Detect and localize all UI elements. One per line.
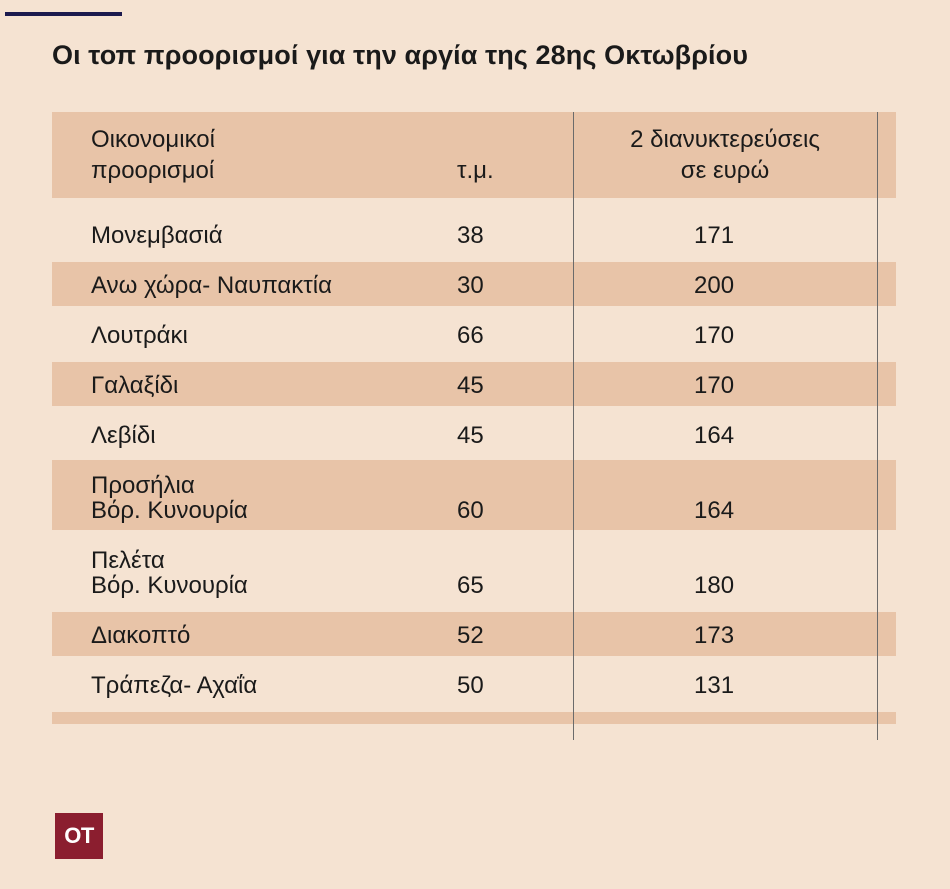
row-destination-line: Τράπεζα- Αχαΐα (91, 672, 258, 699)
footer-band (52, 712, 896, 724)
header-col-price: 2 διανυκτερεύσεις σε ευρώ (573, 124, 877, 186)
header-col-destination-line-2: προορισμοί (91, 157, 215, 184)
row-destination: Ανω χώρα- Ναυπακτία (91, 273, 332, 298)
row-sqm: 30 (457, 272, 484, 299)
chart-title: Οι τοπ προορισμοί για την αργία της 28ης… (52, 40, 749, 70)
row-band (52, 460, 896, 530)
row-sqm: 65 (457, 572, 484, 599)
row-price: 170 (694, 372, 735, 399)
row-destination-line: Λουτράκι (91, 322, 188, 349)
header-col-price-line-2: σε ευρώ (680, 157, 770, 184)
row-destination: Προσήλια Βόρ. Κυνουρία (91, 473, 248, 523)
row-sqm: 66 (457, 322, 484, 349)
row-price: 164 (694, 497, 735, 524)
header-col-destination: Οικονομικοί προορισμοί (91, 124, 215, 186)
row-destination: Λεβίδι (91, 423, 156, 448)
header-col-destination-line-1: Οικονομικοί (91, 126, 215, 153)
column-divider-price (573, 112, 574, 740)
column-divider-right (877, 112, 878, 740)
row-destination: Πελέτα Βόρ. Κυνουρία (91, 548, 248, 598)
accent-line (5, 12, 122, 16)
row-sqm: 45 (457, 372, 484, 399)
row-price: 200 (694, 272, 735, 299)
row-sqm: 45 (457, 422, 484, 449)
row-destination-line: Ανω χώρα- Ναυπακτία (91, 272, 332, 299)
row-destination: Λουτράκι (91, 323, 188, 348)
header-band (52, 112, 896, 198)
row-destination: Γαλαξίδι (91, 373, 178, 398)
row-destination-line: Πελέτα (91, 547, 165, 574)
ot-logo: OT (55, 813, 103, 859)
row-destination: Τράπεζα- Αχαΐα (91, 673, 257, 698)
row-price: 131 (694, 672, 735, 699)
header-col-sqm-line-1: τ.μ. (457, 157, 494, 184)
row-destination-line: Διακοπτό (91, 622, 191, 649)
row-band (52, 612, 896, 656)
row-sqm: 52 (457, 622, 484, 649)
row-destination: Μονεμβασιά (91, 223, 223, 248)
row-sqm: 38 (457, 222, 484, 249)
row-sqm: 60 (457, 497, 484, 524)
row-destination-line: Βόρ. Κυνουρία (91, 497, 248, 524)
row-destination-line: Μονεμβασιά (91, 222, 223, 249)
row-price: 170 (694, 322, 735, 349)
row-destination: Διακοπτό (91, 623, 190, 648)
row-price: 171 (694, 222, 735, 249)
row-destination-line: Λεβίδι (91, 422, 156, 449)
row-destination-line: Βόρ. Κυνουρία (91, 572, 248, 599)
row-band (52, 262, 896, 306)
row-price: 180 (694, 572, 735, 599)
header-col-price-line-1: 2 διανυκτερεύσεις (630, 126, 820, 153)
row-destination-line: Γαλαξίδι (91, 372, 179, 399)
row-destination-line: Προσήλια (91, 472, 195, 499)
row-sqm: 50 (457, 672, 484, 699)
row-price: 164 (694, 422, 735, 449)
row-price: 173 (694, 622, 735, 649)
row-band (52, 362, 896, 406)
header-col-sqm: τ.μ. (457, 155, 494, 186)
destinations-table: Οικονομικοί προορισμοί τ.μ. 2 διανυκτερε… (52, 112, 896, 752)
